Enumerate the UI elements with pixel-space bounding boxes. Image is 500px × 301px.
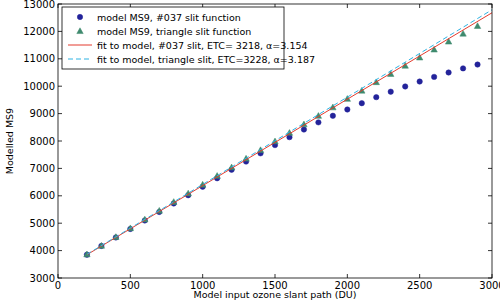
point	[417, 79, 422, 84]
legend-label: fit to model, #037 slit, ETC= 3218, α=3.…	[97, 40, 308, 51]
fit-line	[87, 10, 492, 255]
y-tick	[488, 86, 492, 87]
background	[0, 0, 500, 301]
y-tick	[488, 113, 492, 114]
y-tick	[58, 86, 62, 87]
x-tick	[275, 274, 276, 278]
x-tick	[419, 274, 420, 278]
y-tick	[58, 195, 62, 196]
legend-marker	[77, 14, 82, 19]
x-tick	[202, 274, 203, 278]
y-tick	[58, 58, 62, 59]
point	[460, 66, 465, 71]
legend-line	[68, 59, 92, 60]
y-tick	[58, 168, 62, 169]
y-tick	[58, 113, 62, 114]
x-tick	[130, 274, 131, 278]
y-tick-label: 6000	[30, 190, 55, 201]
page: {"chart_data": { "type": "scatter", "x_l…	[0, 0, 500, 301]
point	[403, 84, 408, 89]
y-tick	[488, 223, 492, 224]
y-tick	[488, 168, 492, 169]
point	[301, 127, 306, 132]
x-tick	[347, 4, 348, 8]
y-tick-label: 7000	[30, 163, 55, 174]
point	[388, 89, 393, 94]
y-tick	[58, 31, 62, 32]
y-tick	[58, 141, 62, 142]
fit-line	[87, 13, 492, 255]
legend-label: model MS9, #037 slit function	[97, 12, 241, 23]
point	[359, 100, 364, 105]
legend-line	[68, 45, 92, 46]
x-tick-label: 2500	[407, 280, 432, 291]
point	[345, 107, 350, 112]
point	[374, 94, 379, 99]
plot-frame	[58, 4, 492, 278]
x-tick	[419, 4, 420, 8]
legend-marker	[77, 28, 83, 34]
x-tick	[347, 274, 348, 278]
y-tick-label: 11000	[23, 53, 55, 64]
legend: model MS9, #037 slit function model MS9, …	[62, 7, 315, 69]
y-tick-label: 12000	[23, 26, 55, 37]
point	[446, 70, 451, 75]
x-tick-label: 0	[55, 280, 61, 291]
chart: 0500100015002000250030003000400050006000…	[0, 0, 500, 301]
y-tick	[58, 223, 62, 224]
x-axis-label: Model input ozone slant path (DU)	[194, 289, 357, 300]
x-tick-label: 500	[121, 280, 140, 291]
y-axis-label: Modelled MS9	[4, 108, 15, 174]
y-tick	[488, 31, 492, 32]
y-tick	[488, 250, 492, 251]
y-tick	[488, 58, 492, 59]
y-tick	[58, 250, 62, 251]
point	[475, 62, 480, 67]
y-tick-label: 3000	[30, 273, 55, 284]
y-tick-label: 8000	[30, 136, 55, 147]
y-tick-label: 10000	[23, 81, 55, 92]
y-tick-label: 9000	[30, 108, 55, 119]
y-tick-label: 13000	[23, 0, 55, 10]
legend-label: fit to model, triangle slit, ETC=3228, α…	[97, 54, 315, 65]
x-tick-label: 3000	[479, 280, 500, 291]
point	[431, 74, 436, 79]
y-tick-label: 4000	[30, 245, 55, 256]
y-tick	[488, 141, 492, 142]
legend-label: model MS9, triangle slit function	[97, 26, 251, 37]
point	[330, 113, 335, 118]
y-tick	[488, 195, 492, 196]
point	[474, 23, 480, 29]
point	[316, 120, 321, 125]
plot-data	[84, 10, 492, 258]
y-tick-label: 5000	[30, 218, 55, 229]
